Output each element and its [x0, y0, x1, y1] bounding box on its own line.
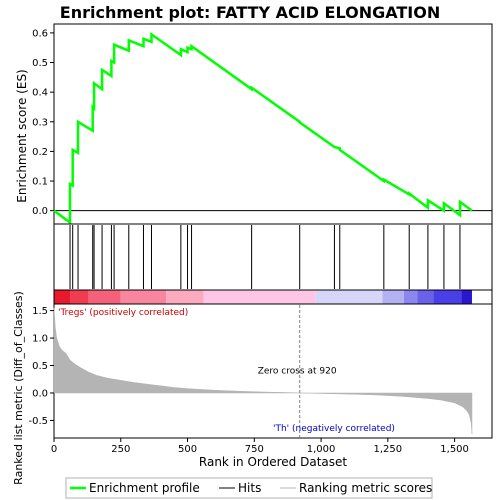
legend: Enrichment profile Hits Ranking metric s…	[65, 477, 433, 499]
hits-panel	[53, 223, 493, 291]
metric-x-tick-label: 750	[245, 444, 264, 455]
metric-y-ticks: -0.5 0.0 0.5 1.0 1.5	[28, 306, 54, 427]
metric-y-tick-label: 1.5	[32, 306, 48, 317]
es-y-axis-label: Enrichment score (ES)	[15, 69, 29, 202]
es-y-tick-label: 0.6	[32, 28, 48, 39]
colorbar-segment	[88, 290, 121, 304]
es-y-ticks: 0.0 0.1 0.2 0.3 0.4 0.5 0.6	[32, 28, 54, 217]
legend-hits-label: Hits	[238, 481, 261, 495]
colorbar-segment	[70, 290, 89, 304]
es-y-tick-label: 0.2	[32, 147, 48, 158]
colorbar-segment	[433, 290, 462, 304]
metric-x-ticks: 0 250 500 750 1,000 1,250 1,500	[51, 438, 469, 455]
colorbar-segment	[120, 290, 167, 304]
colorbar-segment	[54, 290, 71, 304]
es-y-tick-label: 0.0	[32, 206, 48, 217]
metric-x-tick-label: 250	[111, 444, 130, 455]
metric-y-tick-label: 0.0	[32, 388, 48, 399]
es-y-tick-label: 0.5	[32, 58, 48, 69]
metric-x-tick-label: 1,500	[440, 444, 469, 455]
zero-cross-label: Zero cross at 920	[258, 367, 337, 377]
metric-y-tick-label: -0.5	[28, 416, 48, 427]
positive-class-label: 'Tregs' (positively correlated)	[58, 308, 188, 318]
colorbar-segment	[461, 290, 472, 304]
es-panel-frame	[53, 23, 493, 225]
es-y-tick-label: 0.4	[32, 88, 48, 99]
es-panel: 0.0 0.1 0.2 0.3 0.4 0.5 0.6 Enrichment score (…	[15, 23, 493, 225]
colorbar-segment	[403, 290, 418, 304]
colorbar-segment	[315, 290, 383, 304]
metric-x-axis-label: Rank in Ordered Dataset	[199, 455, 347, 469]
ranking-colorbar	[54, 290, 472, 304]
legend-metric-label: Ranking metric scores	[299, 481, 432, 495]
metric-panel-frame	[53, 303, 493, 439]
colorbar-segment	[382, 290, 404, 304]
ranking-metric-area	[53, 307, 473, 435]
metric-y-axis-label: Ranked list metric (Diff_of_Classes)	[12, 291, 25, 485]
hits-panel-frame	[53, 223, 493, 291]
colorbar-segment	[417, 290, 434, 304]
metric-x-tick-label: 1,250	[374, 444, 403, 455]
negative-class-label: 'Th' (negatively correlated)	[273, 424, 395, 434]
hit-lines	[69, 225, 461, 289]
legend-frame	[65, 477, 433, 499]
metric-x-tick-label: 0	[51, 444, 57, 455]
colorbar-segment	[203, 290, 316, 304]
metric-y-tick-label: 1.0	[32, 334, 48, 345]
colorbar-panel	[53, 289, 493, 305]
metric-y-tick-label: 0.5	[32, 361, 48, 372]
metric-x-tick-label: 1,000	[307, 444, 336, 455]
metric-panel: Zero cross at 920 'Tregs' (positively co…	[12, 291, 493, 485]
colorbar-segment	[166, 290, 204, 304]
es-y-tick-label: 0.3	[32, 117, 48, 128]
chart-title: Enrichment plot: FATTY ACID ELONGATION	[60, 3, 440, 22]
es-y-tick-label: 0.1	[32, 177, 48, 188]
legend-enrichment-label: Enrichment profile	[89, 481, 200, 495]
metric-x-tick-label: 500	[178, 444, 197, 455]
enrichment-profile-line	[53, 31, 473, 225]
